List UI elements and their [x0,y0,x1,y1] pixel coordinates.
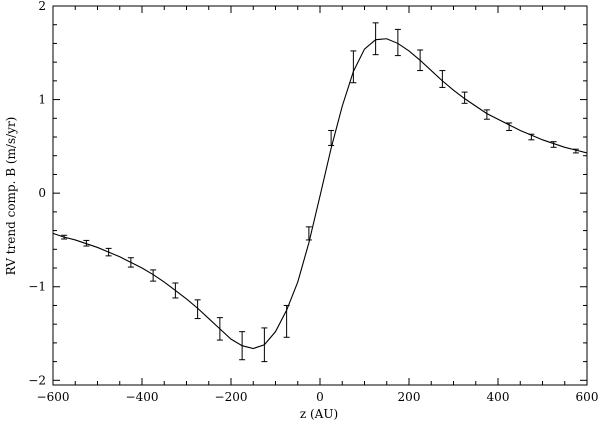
y-tick-label: −2 [28,373,46,387]
x-tick-label: −600 [37,390,70,404]
model-curve [52,38,588,350]
y-axis-title: RV trend comp. B (m/s/yr) [4,117,18,276]
x-tick-label: 0 [316,390,324,404]
x-tick-label: 400 [487,390,510,404]
x-tick-label: −400 [126,390,159,404]
y-tick-label: 2 [38,0,46,13]
y-tick-label: 0 [38,186,46,200]
x-tick-label: 200 [398,390,421,404]
x-tick-label: 600 [576,390,599,404]
y-tick-label: −1 [28,280,46,294]
y-tick-label: 1 [38,93,46,107]
x-tick-label: −200 [215,390,248,404]
x-axis-title: z (AU) [300,407,338,421]
